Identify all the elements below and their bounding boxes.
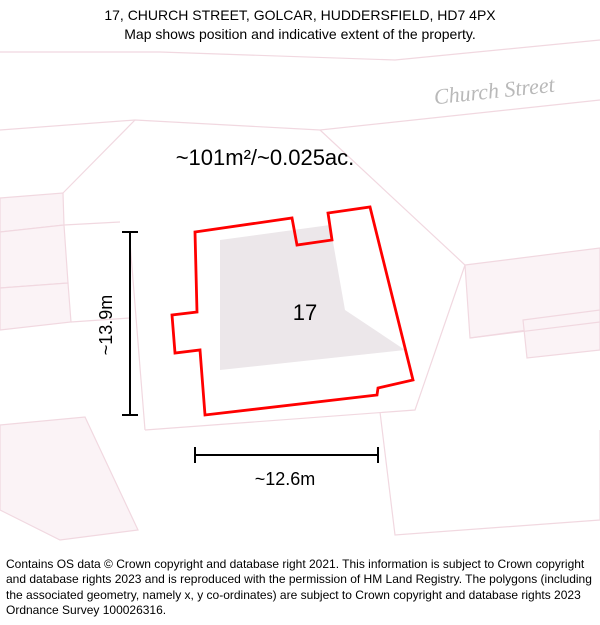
neighbour-plot — [0, 283, 71, 330]
boundary-line — [130, 242, 145, 430]
boundary-line — [380, 412, 600, 535]
boundary-line — [63, 120, 135, 193]
width-dim-label: ~12.6m — [255, 469, 316, 489]
width-dimension: ~12.6m — [195, 447, 378, 489]
neighbour-plot — [0, 417, 138, 540]
copyright-footer: Contains OS data © Crown copyright and d… — [6, 557, 594, 619]
area-label: ~101m²/~0.025ac. — [176, 145, 355, 170]
road-lower-edge — [0, 100, 600, 130]
map-svg: Church Street ~101m²/~0.025ac. 17 ~13.9m… — [0, 0, 600, 625]
road-upper-edge — [0, 40, 600, 60]
height-dim-label: ~13.9m — [96, 295, 116, 356]
plot-number: 17 — [293, 300, 317, 325]
map-container: 17, CHURCH STREET, GOLCAR, HUDDERSFIELD,… — [0, 0, 600, 625]
subject-building-fill — [220, 225, 405, 370]
neighbour-plot — [0, 225, 68, 288]
boundary-line — [64, 222, 120, 225]
street-label: Church Street — [433, 72, 557, 110]
